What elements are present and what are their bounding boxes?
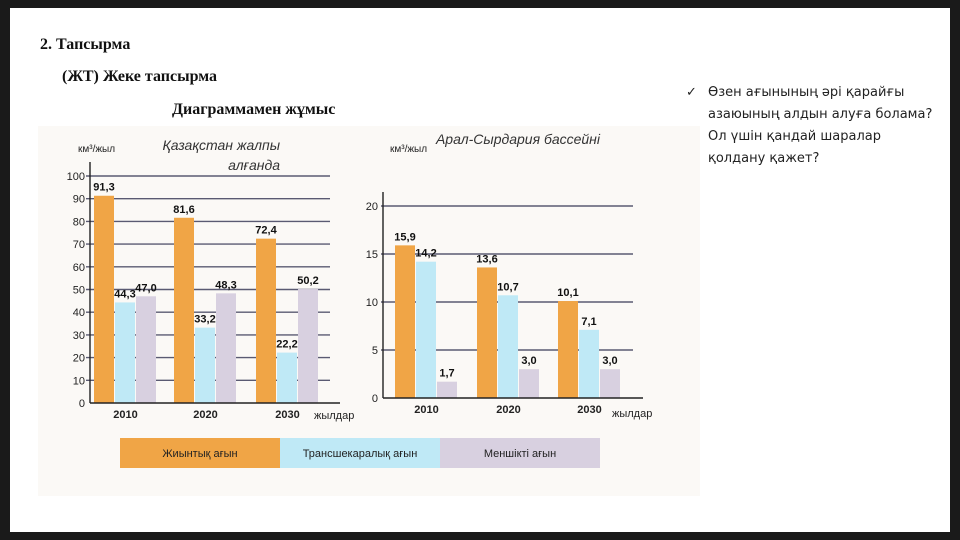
chart2-data-label: 7,1 <box>581 316 596 328</box>
legend-swatch <box>440 438 600 468</box>
chart1-data-label: 48,3 <box>215 279 236 291</box>
charts-svg: 010203040506070809010091,381,672,444,333… <box>67 131 652 468</box>
chart1-ytick-label: 90 <box>73 194 85 206</box>
chart2-x-axis-label: жылдар <box>612 408 652 420</box>
chart1-data-label: 22,2 <box>276 339 297 351</box>
chart1-data-label: 91,3 <box>93 182 114 194</box>
legend-label: Трансшекаралық ағын <box>303 448 418 460</box>
chart1-bar <box>216 293 236 403</box>
chart2-ytick-label: 15 <box>366 249 378 261</box>
slide-subheading: (ЖТ) Жеке тапсырма <box>62 68 218 85</box>
chart1-ytick-label: 100 <box>67 171 85 183</box>
chart1-bar <box>195 327 215 403</box>
checkmark-icon: ✓ <box>686 85 697 100</box>
chart1-bar <box>94 195 114 403</box>
chart2-data-label: 3,0 <box>602 355 617 367</box>
legend-label: Меншікті ағын <box>484 448 556 460</box>
chart1-title-line: алғанда <box>228 157 280 173</box>
chart2-bar <box>558 301 578 398</box>
chart1-bar <box>136 296 156 403</box>
chart2-bar <box>395 245 415 398</box>
section-title: Диаграммамен жұмыс <box>172 101 336 118</box>
chart1-bar <box>277 352 297 403</box>
chart1-ytick-label: 50 <box>73 285 85 297</box>
chart1-ytick-label: 10 <box>73 375 85 387</box>
question-block: ✓ Өзен ағынының әрі қарайғы азаюының алд… <box>686 82 936 170</box>
chart1-x-axis-label: жылдар <box>314 410 354 422</box>
chart1-category-label: 2020 <box>193 409 217 421</box>
chart2-y-axis-label: км³/жыл <box>390 144 427 155</box>
chart1-ytick-label: 40 <box>73 307 85 319</box>
legend-swatch <box>280 438 440 468</box>
chart2-bar <box>416 261 436 398</box>
chart1-category-label: 2010 <box>113 409 137 421</box>
chart1-data-label: 72,4 <box>255 225 277 237</box>
chart1-data-label: 50,2 <box>297 275 318 287</box>
chart-figure: 0 10 20 30 40 50 60 70 80 90 100 91,3 81,6 72,4 44,3 33… <box>38 126 700 496</box>
chart2-ytick-label: 5 <box>372 345 378 357</box>
slide: 2. Тапсырма (ЖТ) Жеке тапсырма Диаграмма… <box>10 8 950 532</box>
chart1-bar <box>115 302 135 403</box>
chart1-ytick-label: 80 <box>73 216 85 228</box>
chart1-data-label: 33,2 <box>194 314 215 326</box>
chart1-bar <box>298 289 318 403</box>
chart2-data-label: 15,9 <box>394 231 415 243</box>
chart2-bar <box>477 267 497 398</box>
chart2-bar <box>600 369 620 398</box>
chart2-category-label: 2010 <box>414 404 438 416</box>
chart2-data-label: 14,2 <box>415 248 436 260</box>
chart1-bar <box>256 238 276 403</box>
legend-swatch <box>120 438 280 468</box>
chart2-category-label: 2030 <box>577 404 601 416</box>
chart1-data-label: 44,3 <box>114 288 135 300</box>
chart1-data-label: 47,0 <box>135 282 156 294</box>
slide-heading: 2. Тапсырма <box>40 36 131 53</box>
chart1-ytick-label: 20 <box>73 353 85 365</box>
chart2-bar <box>437 381 457 398</box>
chart2-bar <box>498 295 518 398</box>
chart2-data-label: 13,6 <box>476 253 497 265</box>
chart2-category-label: 2020 <box>496 404 520 416</box>
legend-label: Жиынтық ағын <box>162 448 237 460</box>
chart2-bar <box>519 369 539 398</box>
chart2-title-line: Арал-Сырдария бассейні <box>435 131 601 147</box>
chart1-y-axis-label: км³/жыл <box>78 144 115 155</box>
chart1-data-label: 81,6 <box>173 204 194 216</box>
chart2-bar <box>579 329 599 398</box>
chart2-data-label: 1,7 <box>439 368 454 380</box>
chart1-ytick-label: 70 <box>73 239 85 251</box>
chart1-ytick-label: 0 <box>79 398 85 410</box>
chart1-bar <box>174 217 194 403</box>
chart1-ytick-label: 30 <box>73 330 85 342</box>
chart2-data-label: 3,0 <box>521 355 536 367</box>
chart1-title-line: Қазақстан жалпы <box>162 137 280 153</box>
chart2-data-label: 10,7 <box>497 281 518 293</box>
chart2-data-label: 10,1 <box>557 287 578 299</box>
chart2-ytick-label: 20 <box>366 201 378 213</box>
chart1-category-label: 2030 <box>275 409 299 421</box>
chart1-ytick-label: 60 <box>73 262 85 274</box>
question-text: Өзен ағынының әрі қарайғы азаюының алдын… <box>708 85 933 166</box>
chart2-ytick-label: 0 <box>372 393 378 405</box>
chart2-ytick-label: 10 <box>366 297 378 309</box>
